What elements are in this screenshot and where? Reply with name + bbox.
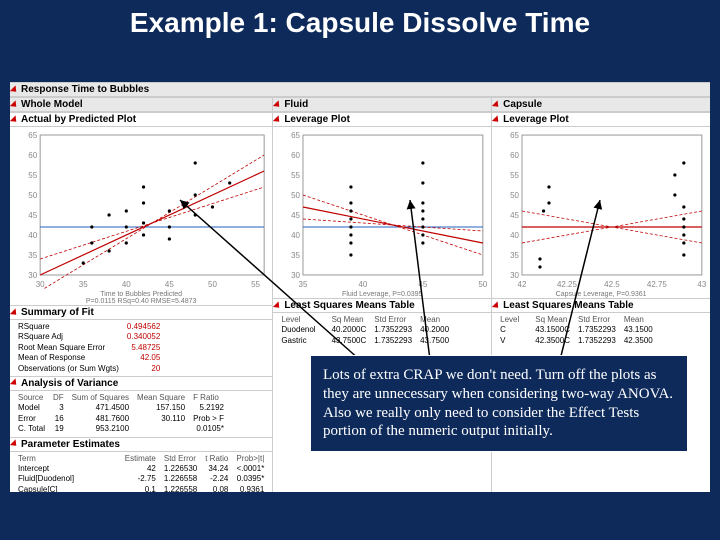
col-header[interactable]: Capsule: [492, 97, 710, 112]
plot-header[interactable]: Leverage Plot: [492, 112, 710, 127]
svg-text:35: 35: [299, 280, 308, 289]
svg-text:35: 35: [28, 251, 37, 260]
lsm-table: LevelSq MeanStd ErrorMeanDuodenol40.2000…: [273, 313, 491, 348]
x-axis-label: Time to Bubbles Predicted: [10, 291, 272, 298]
disclose-icon[interactable]: [10, 115, 19, 124]
anova-table: SourceDFSum of SquaresMean SquareF Ratio…: [10, 391, 272, 437]
x-axis-label: Capsule Leverage, P=0.9361: [492, 291, 710, 298]
lsm-title: Least Squares Means Table: [503, 300, 633, 311]
slide-title: Example 1: Capsule Dissolve Time: [0, 0, 720, 39]
lsm-title: Least Squares Means Table: [284, 300, 414, 311]
svg-text:42.25: 42.25: [557, 280, 578, 289]
col-title: Capsule: [503, 99, 542, 110]
svg-text:55: 55: [291, 171, 300, 180]
summary-header[interactable]: Summary of Fit: [10, 305, 272, 320]
disclose-icon[interactable]: [492, 301, 501, 310]
leverage-plot-capsule: 30 35 40 45 50 55 60 65 42 42.25 42.5 42.75 43: [494, 129, 708, 289]
disclose-icon[interactable]: [10, 100, 19, 109]
param-title: Parameter Estimates: [21, 439, 120, 450]
svg-text:30: 30: [36, 280, 45, 289]
anova-header[interactable]: Analysis of Variance: [10, 376, 272, 391]
svg-text:43: 43: [698, 280, 707, 289]
svg-text:45: 45: [510, 211, 519, 220]
svg-text:35: 35: [291, 251, 300, 260]
disclose-icon[interactable]: [273, 301, 282, 310]
svg-text:50: 50: [510, 191, 519, 200]
plot-title: Leverage Plot: [503, 114, 569, 125]
col-header[interactable]: Whole Model: [10, 97, 272, 112]
svg-text:65: 65: [291, 131, 300, 140]
param-table: TermEstimateStd Errort RatioProb>|t|Inte…: [10, 452, 272, 492]
disclose-icon[interactable]: [10, 379, 19, 388]
lsm-header[interactable]: Least Squares Means Table: [273, 298, 491, 313]
col-title: Fluid: [284, 99, 308, 110]
svg-text:65: 65: [510, 131, 519, 140]
x-axis-label: Fluid Leverage, P=0.0395: [273, 291, 491, 298]
svg-text:55: 55: [251, 280, 260, 289]
actual-by-predicted-plot: 30 35 40 45 50 55 60 65 30 35 40 45 50 55: [12, 129, 270, 289]
svg-text:45: 45: [28, 211, 37, 220]
param-header[interactable]: Parameter Estimates: [10, 437, 272, 452]
plot-title: Leverage Plot: [284, 114, 350, 125]
svg-text:45: 45: [419, 280, 428, 289]
svg-text:40: 40: [122, 280, 131, 289]
col-title: Whole Model: [21, 99, 83, 110]
disclose-icon[interactable]: [273, 100, 282, 109]
svg-text:30: 30: [291, 271, 300, 280]
response-section[interactable]: Response Time to Bubbles: [10, 82, 710, 97]
svg-text:50: 50: [479, 280, 488, 289]
svg-text:55: 55: [510, 171, 519, 180]
leverage-plot-fluid: 303540455055606535404550: [275, 129, 489, 289]
svg-text:65: 65: [28, 131, 37, 140]
svg-text:42: 42: [518, 280, 527, 289]
svg-text:30: 30: [510, 271, 519, 280]
svg-text:35: 35: [510, 251, 519, 260]
col-header[interactable]: Fluid: [273, 97, 491, 112]
svg-text:30: 30: [28, 271, 37, 280]
svg-text:40: 40: [359, 280, 368, 289]
disclose-icon[interactable]: [10, 308, 19, 317]
summary-title: Summary of Fit: [21, 307, 94, 318]
lsm-table: LevelSq MeanStd ErrorMeanC43.1500C1.7352…: [492, 313, 710, 348]
disclose-icon[interactable]: [10, 85, 19, 94]
svg-text:55: 55: [28, 171, 37, 180]
plot-caption: P=0.0115 RSq=0.40 RMSE=5.4873: [10, 298, 272, 305]
plot-header[interactable]: Actual by Predicted Plot: [10, 112, 272, 127]
section-label: Response Time to Bubbles: [21, 84, 149, 95]
svg-text:42.75: 42.75: [647, 280, 668, 289]
col-whole-model: Whole Model Actual by Predicted Plot 303…: [10, 97, 273, 492]
svg-text:45: 45: [291, 211, 300, 220]
disclose-icon[interactable]: [492, 100, 501, 109]
svg-text:40: 40: [291, 231, 300, 240]
anova-title: Analysis of Variance: [21, 378, 118, 389]
svg-text:40: 40: [28, 231, 37, 240]
disclose-icon[interactable]: [273, 115, 282, 124]
plot-title: Actual by Predicted Plot: [21, 114, 136, 125]
svg-text:60: 60: [28, 151, 37, 160]
annotation-box: Lots of extra CRAP we don't need. Turn o…: [310, 355, 688, 452]
svg-text:60: 60: [291, 151, 300, 160]
summary-table: RSquare0.494562RSquare Adj0.340052Root M…: [10, 320, 272, 376]
disclose-icon[interactable]: [10, 439, 19, 448]
svg-text:50: 50: [291, 191, 300, 200]
annotation-text: Lots of extra CRAP we don't need. Turn o…: [323, 367, 673, 439]
svg-text:42.5: 42.5: [604, 280, 620, 289]
lsm-header[interactable]: Least Squares Means Table: [492, 298, 710, 313]
svg-text:50: 50: [28, 191, 37, 200]
disclose-icon[interactable]: [492, 115, 501, 124]
svg-text:45: 45: [165, 280, 174, 289]
svg-text:50: 50: [208, 280, 217, 289]
svg-text:35: 35: [79, 280, 88, 289]
svg-text:40: 40: [510, 231, 519, 240]
svg-text:60: 60: [510, 151, 519, 160]
plot-header[interactable]: Leverage Plot: [273, 112, 491, 127]
